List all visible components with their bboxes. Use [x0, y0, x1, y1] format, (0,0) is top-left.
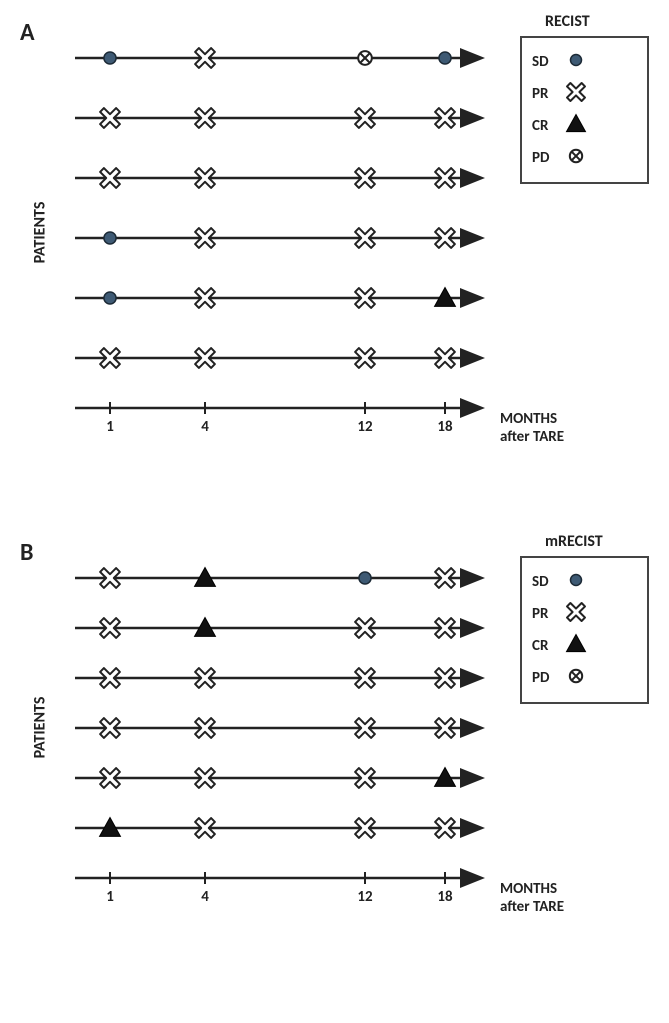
x-axis-label: MONTHSafter TARE [500, 410, 564, 446]
legend-row: PR [532, 78, 637, 110]
x-tick-label: 18 [437, 888, 452, 906]
legend-code: SD [532, 573, 562, 591]
legend-code: PR [532, 605, 562, 623]
legend-row: PD [532, 662, 637, 694]
legend-row: PR [532, 598, 637, 630]
x-axis-label-line2: after TARE [500, 428, 564, 446]
figure-page: APATIENTS141218MONTHSafter TARERECISTSDP… [0, 0, 669, 1023]
legend-row: CR [532, 110, 637, 142]
legend-title: RECIST [545, 12, 590, 31]
cr-icon [562, 110, 590, 143]
pr-icon [562, 78, 590, 111]
x-axis-label-line1: MONTHS [500, 410, 557, 428]
y-axis-label: PATIENTS [31, 688, 50, 768]
legend-box: SD PR CR PD [520, 36, 649, 184]
x-tick-label: 4 [201, 418, 209, 436]
legend-row: PD [532, 142, 637, 174]
legend-code: PD [532, 669, 562, 687]
pd-icon [562, 142, 590, 175]
legend-code: SD [532, 53, 562, 71]
x-axis-label: MONTHSafter TARE [500, 880, 564, 916]
panel-label: A [20, 18, 35, 47]
x-tick-label: 12 [357, 418, 372, 436]
legend-box: SD PR CR PD [520, 556, 649, 704]
legend-code: PD [532, 149, 562, 167]
panel-label: B [20, 538, 33, 567]
panel-A: A PATIENTS 1 4 12 18 MONTHSafter TARE RECIST SD P… [0, 0, 669, 510]
x-axis-label-line1: MONTHS [500, 880, 557, 898]
legend-title: mRECIST [545, 532, 603, 551]
legend-code: CR [532, 637, 562, 655]
panel-B: B PATIENTS 1 4 12 18 MONTHSafter TARE mRECIST SD… [0, 520, 669, 1023]
legend-row: SD [532, 566, 637, 598]
legend-code: CR [532, 117, 562, 135]
y-axis-label: PATIENTS [31, 193, 50, 273]
x-tick-label: 4 [201, 888, 209, 906]
legend-code: PR [532, 85, 562, 103]
legend-row: CR [532, 630, 637, 662]
pd-icon [562, 662, 590, 695]
x-tick-label: 1 [106, 418, 114, 436]
x-axis-label-line2: after TARE [500, 898, 564, 916]
x-tick-label: 18 [437, 418, 452, 436]
sd-icon [562, 46, 590, 79]
legend-row: SD [532, 46, 637, 78]
x-tick-label: 12 [357, 888, 372, 906]
cr-icon [562, 630, 590, 663]
x-tick-label: 1 [106, 888, 114, 906]
pr-icon [562, 598, 590, 631]
sd-icon [562, 566, 590, 599]
